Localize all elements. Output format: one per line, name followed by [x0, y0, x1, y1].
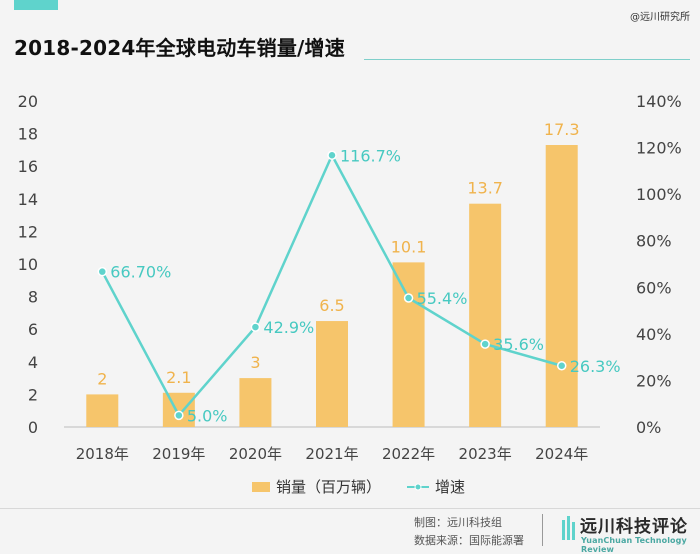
legend-label-sales: 销量（百万辆）	[276, 478, 382, 496]
growth-value-label: 42.9%	[263, 318, 314, 337]
y-right-tick-label: 40%	[636, 325, 672, 344]
legend-item-sales: 销量（百万辆）	[252, 476, 381, 497]
bar	[392, 262, 425, 427]
y-left-tick-label: 2	[28, 385, 38, 404]
y-left-tick-label: 10	[18, 255, 38, 274]
growth-point	[250, 322, 261, 332]
y-right-tick-label: 80%	[636, 232, 672, 251]
bar-value-label: 10.1	[391, 237, 427, 256]
brand-logo-icon	[562, 516, 575, 540]
legend-line-swatch	[407, 482, 430, 492]
y-left-tick-label: 14	[18, 190, 38, 209]
growth-value-label: 116.7%	[340, 146, 401, 165]
y-right-tick-label: 0%	[636, 418, 661, 437]
growth-point	[480, 339, 490, 349]
legend-item-growth: 增速	[381, 476, 465, 497]
chart-canvas: 0 2 4 6 8 10 12 14 16 18 20 0% 20% 40% 60% 80% 100% 120% 1…	[18, 92, 682, 463]
brand-name: 远川科技评论	[580, 517, 688, 537]
legend-bar-swatch	[252, 481, 270, 492]
x-tick-label: 2023年	[459, 445, 512, 463]
credit-source: 数据来源：国际能源署	[414, 534, 524, 547]
x-tick-label: 2019年	[152, 445, 205, 463]
x-tick-label: 2021年	[305, 445, 358, 463]
bar	[316, 321, 348, 427]
growth-value-label: 35.6%	[493, 335, 544, 354]
y-left-tick-label: 0	[28, 418, 38, 437]
watermark: @远川研究所	[630, 12, 690, 23]
growth-point	[403, 293, 414, 303]
y-right-tick-label: 100%	[636, 185, 682, 204]
bar	[162, 392, 195, 427]
footer-divider	[0, 508, 700, 509]
growth-point	[327, 150, 337, 161]
x-tick-label: 2022年	[382, 445, 435, 463]
y-right-tick-label: 20%	[636, 371, 672, 390]
growth-point	[97, 266, 108, 277]
growth-value-label: 5.0%	[187, 406, 228, 425]
growth-value-label: 55.4%	[417, 289, 468, 308]
bar	[86, 394, 119, 427]
growth-point	[174, 410, 184, 421]
x-tick-label: 2020年	[229, 445, 282, 463]
y-right-tick-label: 140%	[636, 92, 682, 111]
y-left-tick-label: 6	[28, 320, 38, 339]
credit-maker: 制图：远川科技组	[414, 516, 502, 529]
top-accent-bar	[14, 0, 58, 10]
credits: 制图：远川科技组 数据来源：国际能源署	[414, 514, 524, 550]
x-tick-label: 2018年	[76, 445, 129, 463]
bar-value-label: 3	[250, 353, 260, 372]
bar-value-label: 6.5	[319, 296, 344, 315]
bar-value-label: 2	[97, 369, 107, 388]
y-left-tick-label: 18	[18, 125, 38, 144]
bar	[469, 203, 502, 427]
y-left-tick-label: 4	[28, 353, 38, 372]
growth-point	[556, 361, 567, 371]
y-left-tick-label: 12	[18, 222, 38, 241]
y-right-tick-label: 120%	[636, 139, 682, 158]
bar	[545, 145, 578, 427]
chart-legend: 销量（百万辆） 增速	[252, 476, 465, 497]
growth-value-label: 66.70%	[110, 263, 171, 282]
y-left-tick-label: 16	[18, 157, 38, 176]
y-left-tick-label: 8	[28, 288, 38, 307]
bar	[239, 378, 272, 427]
growth-value-label: 26.3%	[570, 357, 621, 376]
bar-value-label: 2.1	[166, 368, 191, 387]
x-tick-label: 2024年	[535, 445, 588, 463]
legend-label-growth: 增速	[435, 478, 466, 496]
y-right-tick-label: 60%	[636, 278, 672, 297]
footer-vertical-divider	[542, 514, 543, 546]
y-left-tick-label: 20	[18, 92, 38, 111]
bar-value-label: 17.3	[544, 120, 580, 139]
title-rule	[364, 59, 690, 60]
bar-value-label: 13.7	[467, 179, 503, 198]
brand-subtitle: YuanChuan Technology Review	[581, 536, 687, 554]
chart-title: 2018-2024年全球电动车销量/增速	[14, 36, 345, 60]
